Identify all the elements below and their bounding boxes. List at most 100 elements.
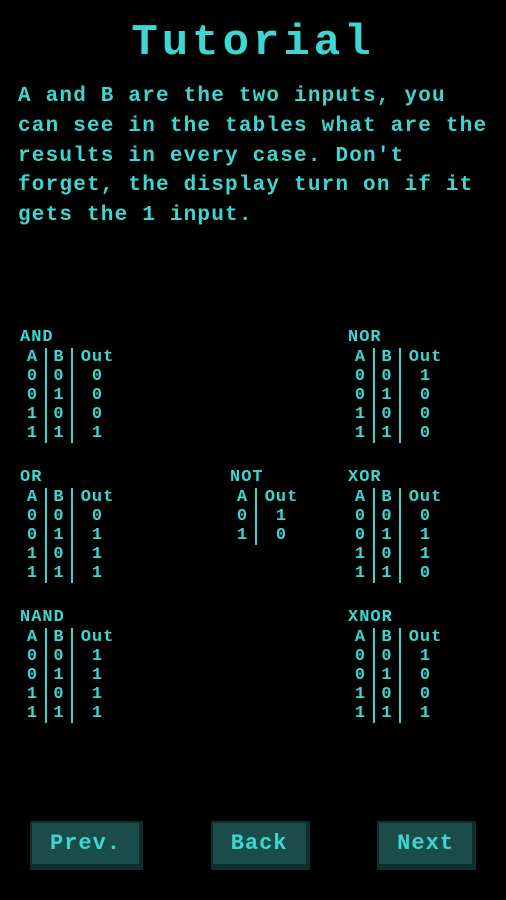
table-cell: 0 [374,545,400,564]
table-cell: 0 [72,386,122,405]
table-row: 111 [348,704,450,723]
table-header: A [348,488,374,507]
truth-table-nor: NORABOut001010100110 [348,328,450,443]
table-cell: 0 [230,507,256,526]
table-cell: 0 [348,647,374,666]
next-button[interactable]: Next [377,821,476,870]
table-header: A [230,488,256,507]
table-cell: 0 [46,545,72,564]
table-cell: 0 [46,647,72,666]
table-cell: 1 [72,545,122,564]
table-row: 100 [20,405,122,424]
table-row: 110 [348,424,450,443]
gate-table-nand: ABOut001011101111 [20,628,122,723]
table-cell: 1 [46,526,72,545]
table-cell: 0 [400,666,450,685]
table-row: 010 [348,386,450,405]
table-header: Out [256,488,306,507]
table-header: A [20,348,46,367]
table-cell: 1 [374,386,400,405]
gate-table-or: ABOut000011101111 [20,488,122,583]
table-cell: 1 [72,666,122,685]
table-cell: 0 [20,666,46,685]
table-cell: 1 [46,666,72,685]
gate-name-xor: XOR [348,468,450,487]
table-row: 011 [20,666,122,685]
table-cell: 0 [400,507,450,526]
table-header: B [46,628,72,647]
table-cell: 0 [46,405,72,424]
table-cell: 1 [400,367,450,386]
table-header: B [46,488,72,507]
table-cell: 0 [400,424,450,443]
table-cell: 1 [72,704,122,723]
table-cell: 0 [348,507,374,526]
table-cell: 1 [72,564,122,583]
table-cell: 0 [20,386,46,405]
truth-table-xnor: XNORABOut001010100111 [348,608,450,723]
table-header: B [46,348,72,367]
table-cell: 0 [400,564,450,583]
table-cell: 0 [348,386,374,405]
table-cell: 1 [374,526,400,545]
table-cell: 0 [46,507,72,526]
table-cell: 1 [374,564,400,583]
table-cell: 0 [374,367,400,386]
table-row: 01 [230,507,306,526]
table-row: 101 [20,545,122,564]
gate-table-nor: ABOut001010100110 [348,348,450,443]
table-cell: 0 [348,526,374,545]
table-cell: 1 [46,424,72,443]
table-row: 011 [348,526,450,545]
table-cell: 1 [46,704,72,723]
table-header: B [374,348,400,367]
table-cell: 0 [374,647,400,666]
table-row: 000 [20,507,122,526]
back-button[interactable]: Back [211,821,310,870]
table-cell: 1 [348,704,374,723]
table-cell: 1 [400,526,450,545]
gate-name-xnor: XNOR [348,608,450,627]
gate-table-xor: ABOut000011101110 [348,488,450,583]
prev-button[interactable]: Prev. [30,821,143,870]
gate-table-xnor: ABOut001010100111 [348,628,450,723]
table-row: 100 [348,685,450,704]
table-row: 001 [348,647,450,666]
table-cell: 1 [256,507,306,526]
truth-table-and: ANDABOut000010100111 [20,328,122,443]
table-header: A [20,488,46,507]
table-cell: 1 [46,564,72,583]
table-header: Out [400,628,450,647]
table-cell: 1 [20,545,46,564]
gate-table-not: AOut0110 [230,488,306,545]
table-cell: 0 [400,386,450,405]
table-cell: 0 [374,685,400,704]
gate-name-not: NOT [230,468,306,487]
table-cell: 0 [72,405,122,424]
table-header: Out [72,488,122,507]
table-cell: 1 [400,704,450,723]
table-cell: 0 [72,367,122,386]
truth-table-or: ORABOut000011101111 [20,468,122,583]
table-cell: 1 [400,647,450,666]
table-row: 110 [348,564,450,583]
gate-table-and: ABOut000010100111 [20,348,122,443]
table-row: 111 [20,424,122,443]
gate-name-and: AND [20,328,122,347]
table-row: 010 [348,666,450,685]
table-row: 10 [230,526,306,545]
table-cell: 0 [400,405,450,424]
table-cell: 1 [20,685,46,704]
table-row: 000 [20,367,122,386]
table-cell: 1 [374,666,400,685]
table-cell: 0 [348,666,374,685]
table-row: 100 [348,405,450,424]
table-cell: 1 [20,424,46,443]
table-header: B [374,488,400,507]
table-cell: 0 [256,526,306,545]
table-cell: 1 [348,405,374,424]
table-header: Out [72,348,122,367]
table-row: 111 [20,564,122,583]
table-header: Out [72,628,122,647]
tutorial-description: A and B are the two inputs, you can see … [0,82,506,231]
